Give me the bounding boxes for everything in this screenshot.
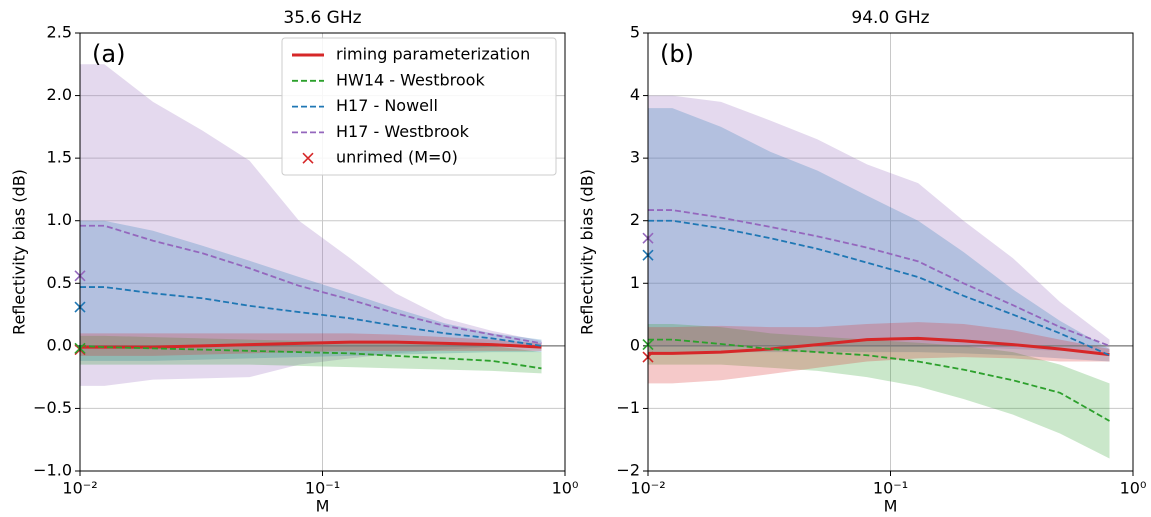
legend-label: HW14 - Westbrook bbox=[336, 70, 485, 89]
y-tick-label: 1.5 bbox=[47, 148, 72, 167]
series-line bbox=[648, 209, 1110, 347]
x-tick-label: 10⁻² bbox=[62, 479, 97, 498]
y-tick-label: 2.5 bbox=[47, 23, 72, 42]
y-tick-label: 3 bbox=[630, 148, 640, 167]
panel-title: 94.0 GHz bbox=[851, 8, 929, 28]
x-axis-label: M bbox=[316, 497, 330, 516]
series-line bbox=[80, 344, 542, 370]
legend-swatch bbox=[302, 152, 314, 164]
y-tick-label: 1 bbox=[630, 273, 640, 292]
y-tick-label: 1.0 bbox=[47, 210, 72, 229]
axes-frame bbox=[647, 32, 1134, 472]
axes-frame bbox=[79, 32, 566, 472]
uncertainty-band bbox=[648, 108, 1110, 362]
legend-box bbox=[281, 37, 557, 176]
y-tick-label: 2.0 bbox=[47, 85, 72, 104]
y-tick-label: 5 bbox=[630, 23, 640, 42]
legend-label: unrimed (M=0) bbox=[336, 148, 458, 167]
y-tick-label: 0 bbox=[630, 335, 640, 354]
y-tick-label: −1 bbox=[616, 398, 640, 417]
series-line bbox=[648, 338, 1110, 422]
y-tick-label: 0.5 bbox=[47, 273, 72, 292]
y-tick-label: 4 bbox=[630, 85, 640, 104]
legend-label: H17 - Westbrook bbox=[336, 122, 470, 141]
y-tick-label: −2 bbox=[616, 461, 640, 480]
y-axis-label: Reflectivity bias (dB) bbox=[10, 169, 29, 335]
y-tick-label: 0.0 bbox=[47, 335, 72, 354]
plot-area bbox=[648, 95, 1133, 459]
x-tick-label: 10⁻² bbox=[630, 479, 665, 498]
plot-area bbox=[80, 64, 565, 386]
y-tick-label: −0.5 bbox=[33, 398, 72, 417]
y-axis-label: Reflectivity bias (dB) bbox=[578, 169, 597, 335]
x-tick-label: 10⁻¹ bbox=[873, 479, 908, 498]
y-tick-label: 2 bbox=[630, 210, 640, 229]
series-line bbox=[648, 219, 1110, 357]
x-axis-label: M bbox=[884, 497, 898, 516]
uncertainty-band bbox=[80, 220, 542, 361]
x-tick-label: 10⁻¹ bbox=[305, 479, 340, 498]
uncertainty-band bbox=[648, 95, 1110, 353]
uncertainty-band bbox=[80, 333, 542, 356]
y-tick-label: −1.0 bbox=[33, 461, 72, 480]
panel-title: 35.6 GHz bbox=[283, 8, 361, 28]
uncertainty-band bbox=[80, 64, 542, 386]
panel-label: (a) bbox=[92, 40, 125, 68]
legend-label: H17 - Nowell bbox=[336, 96, 438, 115]
series-line bbox=[80, 224, 542, 345]
panel-label: (b) bbox=[660, 40, 694, 68]
series-line bbox=[648, 336, 1110, 357]
series-line bbox=[80, 286, 542, 347]
uncertainty-band bbox=[648, 323, 1110, 459]
uncertainty-band bbox=[648, 322, 1110, 384]
x-tick-label: 10⁰ bbox=[552, 479, 579, 498]
x-tick-label: 10⁰ bbox=[1120, 479, 1147, 498]
legend-label: riming parameterization bbox=[336, 45, 530, 64]
